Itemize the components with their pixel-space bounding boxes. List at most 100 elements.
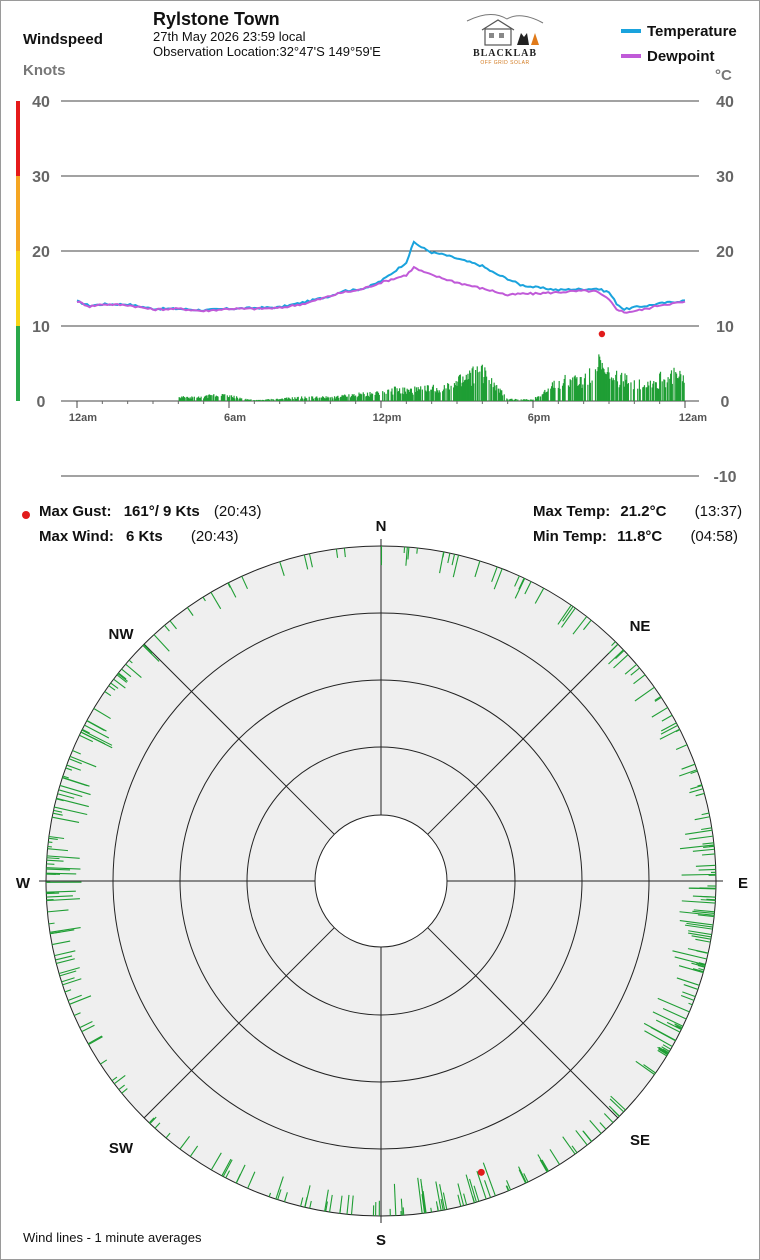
wind-rose-gust-marker bbox=[477, 1168, 485, 1176]
rose-wind-line bbox=[54, 806, 88, 816]
max-temp-value: 21.2°C bbox=[620, 503, 667, 520]
rose-wind-line bbox=[676, 1025, 682, 1030]
rose-wind-line bbox=[658, 1048, 669, 1055]
rose-wind-line bbox=[113, 678, 126, 689]
rose-wind-line bbox=[599, 1122, 607, 1130]
rose-wind-line bbox=[534, 587, 545, 604]
rose-wind-line bbox=[562, 606, 574, 622]
rose-wind-line bbox=[202, 596, 206, 602]
rose-wind-line bbox=[110, 682, 119, 689]
rose-wind-line bbox=[439, 551, 445, 574]
rose-wind-line bbox=[657, 997, 690, 1013]
rose-wind-line bbox=[681, 763, 696, 770]
rose-wind-line bbox=[69, 995, 92, 1005]
x-tick-label: 6am bbox=[224, 412, 246, 424]
rose-wind-line bbox=[46, 890, 76, 893]
rose-wind-line bbox=[57, 793, 75, 799]
rose-wind-line bbox=[221, 1158, 232, 1177]
rose-wind-line bbox=[583, 1130, 593, 1142]
rose-wind-line bbox=[692, 848, 715, 852]
rose-wind-line bbox=[706, 898, 716, 901]
rose-wind-line bbox=[54, 950, 76, 957]
rose-wind-line bbox=[698, 868, 716, 871]
chart-gridlines bbox=[61, 100, 699, 477]
rose-wind-line bbox=[80, 731, 113, 749]
rose-gust-point bbox=[477, 1168, 485, 1176]
location-value: 32°47'S 149°59'E bbox=[279, 44, 381, 59]
min-temp-time: (04:58) bbox=[690, 528, 738, 545]
rose-wind-line bbox=[681, 873, 716, 876]
rose-wind-line bbox=[268, 1192, 272, 1197]
rose-wind-line bbox=[672, 950, 707, 960]
rose-wind-line bbox=[695, 938, 711, 943]
right-tick-label: 30 bbox=[716, 169, 734, 186]
rose-wind-line bbox=[325, 1201, 328, 1212]
min-temp-label: Min Temp: bbox=[533, 528, 607, 545]
rose-wind-line bbox=[575, 1130, 588, 1146]
rose-wind-line bbox=[48, 837, 58, 840]
rose-wind-line bbox=[62, 776, 90, 787]
rose-wind-line bbox=[117, 673, 128, 682]
rose-wind-line bbox=[612, 1109, 620, 1117]
legend-label-dewpoint: Dewpoint bbox=[647, 47, 715, 65]
right-tick-label: 0 bbox=[721, 394, 730, 411]
max-gust-time: (20:43) bbox=[213, 503, 262, 520]
rose-wind-line bbox=[59, 784, 91, 796]
rose-wind-line bbox=[227, 582, 237, 598]
rose-wind-line bbox=[696, 962, 706, 967]
rose-wind-line bbox=[143, 644, 153, 654]
rose-wind-line bbox=[615, 650, 625, 660]
rose-wind-line bbox=[125, 663, 142, 678]
rose-wind-line bbox=[695, 864, 716, 867]
rose-wind-line bbox=[93, 708, 111, 720]
rose-wind-line bbox=[541, 1159, 549, 1172]
rose-wind-line bbox=[610, 1095, 626, 1111]
right-tick-label: 40 bbox=[716, 94, 734, 111]
rose-wind-line bbox=[80, 731, 106, 745]
rose-wind-line bbox=[691, 962, 705, 968]
wind-rose-direction-lines bbox=[39, 539, 723, 1223]
rose-wind-line bbox=[420, 1178, 426, 1214]
rose-wind-line bbox=[46, 855, 80, 859]
legend-label-temperature: Temperature bbox=[647, 22, 737, 40]
rose-wind-line bbox=[657, 1049, 668, 1057]
rose-wind-line bbox=[303, 554, 309, 570]
rose-wind-line bbox=[518, 577, 525, 590]
right-tick-label: 10 bbox=[716, 319, 734, 336]
rose-wind-line bbox=[402, 1207, 405, 1216]
max-gust-label: Max Gust: bbox=[39, 503, 112, 520]
rose-ring bbox=[246, 746, 516, 1016]
rose-wind-line bbox=[659, 728, 680, 740]
rose-wind-line bbox=[108, 685, 116, 691]
rose-wind-line bbox=[324, 1189, 329, 1212]
compass-label-nw: NW bbox=[109, 626, 135, 643]
rose-wind-line bbox=[562, 1136, 576, 1155]
compass-label-n: N bbox=[376, 518, 387, 535]
rose-wind-line bbox=[67, 994, 82, 1002]
location-label: Observation Location: bbox=[153, 44, 280, 59]
rose-wind-line bbox=[698, 967, 705, 971]
rose-direction-line bbox=[427, 643, 619, 835]
max-temp-stat: Max Temp: 21.2°C (13:37) bbox=[533, 503, 742, 520]
rose-wind-line bbox=[697, 784, 703, 787]
rose-wind-line bbox=[61, 977, 75, 983]
rose-wind-line bbox=[189, 1145, 199, 1157]
x-axis-ticks: 12am 6am 12pm 6pm 12am bbox=[69, 401, 707, 424]
x-tick-label: 6pm bbox=[528, 412, 551, 424]
max-temp-label: Max Temp: bbox=[533, 503, 611, 520]
rose-wind-line bbox=[335, 548, 339, 558]
rose-wind-line bbox=[660, 722, 677, 732]
rose-wind-line bbox=[709, 844, 715, 847]
rose-wind-line bbox=[688, 932, 712, 938]
rose-wind-line bbox=[48, 835, 65, 840]
rose-wind-line bbox=[654, 696, 662, 702]
rose-wind-line bbox=[608, 643, 619, 654]
rose-wind-line bbox=[692, 968, 704, 973]
blacklab-logo: BLACKLAB OFF GRID SOLAR bbox=[461, 11, 549, 71]
rose-wind-line bbox=[609, 1098, 625, 1113]
rose-wind-line bbox=[557, 604, 572, 625]
rose-wind-line bbox=[87, 1035, 103, 1045]
rose-wind-line bbox=[52, 812, 63, 816]
rose-wind-line bbox=[657, 1046, 669, 1055]
